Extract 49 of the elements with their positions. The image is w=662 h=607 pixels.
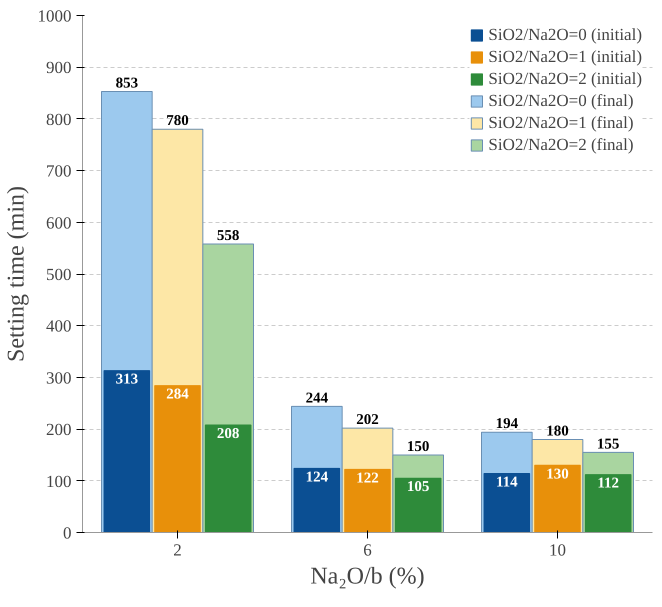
- data-label: 284: [166, 386, 190, 403]
- data-label: 150: [406, 438, 430, 455]
- data-label: 124: [306, 469, 329, 486]
- bar: [534, 464, 581, 532]
- data-label: 780: [166, 113, 189, 130]
- data-label: 558: [216, 228, 240, 244]
- x-tick-label: 2: [173, 540, 182, 560]
- y-axis-title: Setting time (min): [4, 186, 30, 362]
- data-label: 114: [496, 474, 518, 491]
- y-tick-label: 200: [46, 420, 72, 440]
- legend-label: SiO2/Na2O=2 (final): [488, 135, 634, 155]
- bar: [584, 474, 632, 532]
- data-label: 112: [597, 476, 620, 492]
- bar: [154, 385, 201, 532]
- x-tick-label: 10: [549, 540, 566, 560]
- data-label: 208: [216, 426, 240, 442]
- legend-label: SiO2/Na2O=0 (final): [488, 91, 634, 111]
- bar: [204, 424, 252, 532]
- data-label: 155: [596, 436, 620, 452]
- bar: [484, 473, 530, 532]
- bar: [394, 478, 442, 532]
- y-tick-label: 300: [46, 368, 72, 388]
- y-tick-label: 700: [46, 162, 72, 181]
- data-label: 853: [116, 76, 138, 92]
- data-label: 313: [116, 372, 138, 388]
- data-label: 105: [406, 479, 430, 496]
- x-axis-title: Na₂O/b (%): [310, 564, 425, 590]
- data-label: 180: [546, 423, 569, 440]
- legend-label: SiO2/Na2O=2 (initial): [488, 69, 642, 89]
- data-label: 194: [496, 416, 519, 432]
- legend-label: SiO2/Na2O=0 (initial): [488, 25, 642, 45]
- legend-label: SiO2/Na2O=1 (initial): [488, 47, 642, 67]
- bar: [104, 370, 150, 532]
- data-label: 122: [356, 470, 379, 486]
- bar: [294, 468, 340, 532]
- y-tick-label: 0: [63, 524, 72, 542]
- y-tick-label: 1000: [38, 6, 72, 26]
- bar: [344, 468, 391, 532]
- data-label: 130: [546, 466, 569, 482]
- y-tick-label: 900: [46, 58, 72, 78]
- y-tick-label: 400: [46, 316, 72, 336]
- y-tick-label: 100: [46, 472, 72, 491]
- y-tick-label: 800: [46, 110, 72, 129]
- data-label: 244: [306, 390, 329, 406]
- y-tick-label: 500: [46, 265, 72, 284]
- legend-label: SiO2/Na2O=1 (final): [488, 113, 634, 133]
- y-tick-label: 600: [46, 213, 72, 232]
- data-label: 202: [356, 412, 379, 428]
- x-tick-label: 6: [363, 540, 372, 560]
